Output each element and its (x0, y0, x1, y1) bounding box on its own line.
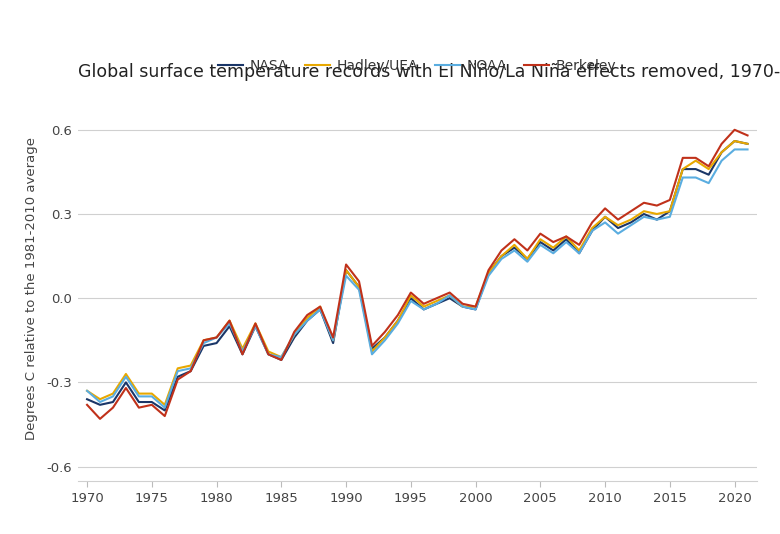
Hadley/UEA (406, 292, 416, 299)
Berkeley (523, 247, 532, 254)
NOAA (83, 388, 92, 394)
Line: Hadley/UEA: Hadley/UEA (87, 141, 747, 405)
Hadley/UEA (445, 292, 455, 299)
Berkeley (743, 132, 752, 139)
NOAA (160, 404, 169, 411)
Hadley/UEA (160, 402, 169, 408)
NASA (328, 340, 338, 346)
Legend: NASA, Hadley/UEA, NOAA, Berkeley: NASA, Hadley/UEA, NOAA, Berkeley (212, 53, 622, 78)
NASA (134, 399, 144, 405)
NOAA (445, 292, 455, 299)
NASA (743, 140, 752, 147)
Text: Global surface temperature records with El Niño/La Niña effects removed, 1970-20: Global surface temperature records with … (78, 62, 780, 81)
NOAA (730, 146, 739, 153)
Hadley/UEA (328, 337, 338, 343)
Hadley/UEA (523, 256, 532, 262)
NASA (730, 138, 739, 144)
Line: Berkeley: Berkeley (87, 130, 747, 419)
Line: NASA: NASA (87, 141, 747, 411)
NOAA (406, 298, 416, 304)
Hadley/UEA (743, 140, 752, 147)
Y-axis label: Degrees C relative to the 1981-2010 average: Degrees C relative to the 1981-2010 aver… (26, 137, 38, 440)
NOAA (497, 256, 506, 262)
Berkeley (95, 415, 105, 422)
Hadley/UEA (730, 138, 739, 144)
NOAA (523, 258, 532, 265)
Berkeley (406, 289, 416, 296)
Berkeley (497, 247, 506, 254)
NASA (406, 295, 416, 301)
NASA (445, 295, 455, 301)
NOAA (328, 337, 338, 343)
NOAA (134, 393, 144, 399)
Berkeley (730, 127, 739, 133)
NASA (160, 407, 169, 414)
Berkeley (147, 402, 157, 408)
NASA (83, 396, 92, 403)
NOAA (743, 146, 752, 153)
Berkeley (83, 402, 92, 408)
NASA (497, 253, 506, 260)
Hadley/UEA (134, 390, 144, 397)
Line: NOAA: NOAA (87, 150, 747, 407)
Hadley/UEA (83, 388, 92, 394)
Berkeley (328, 334, 338, 341)
Berkeley (445, 289, 455, 296)
Hadley/UEA (497, 253, 506, 260)
NASA (523, 256, 532, 262)
